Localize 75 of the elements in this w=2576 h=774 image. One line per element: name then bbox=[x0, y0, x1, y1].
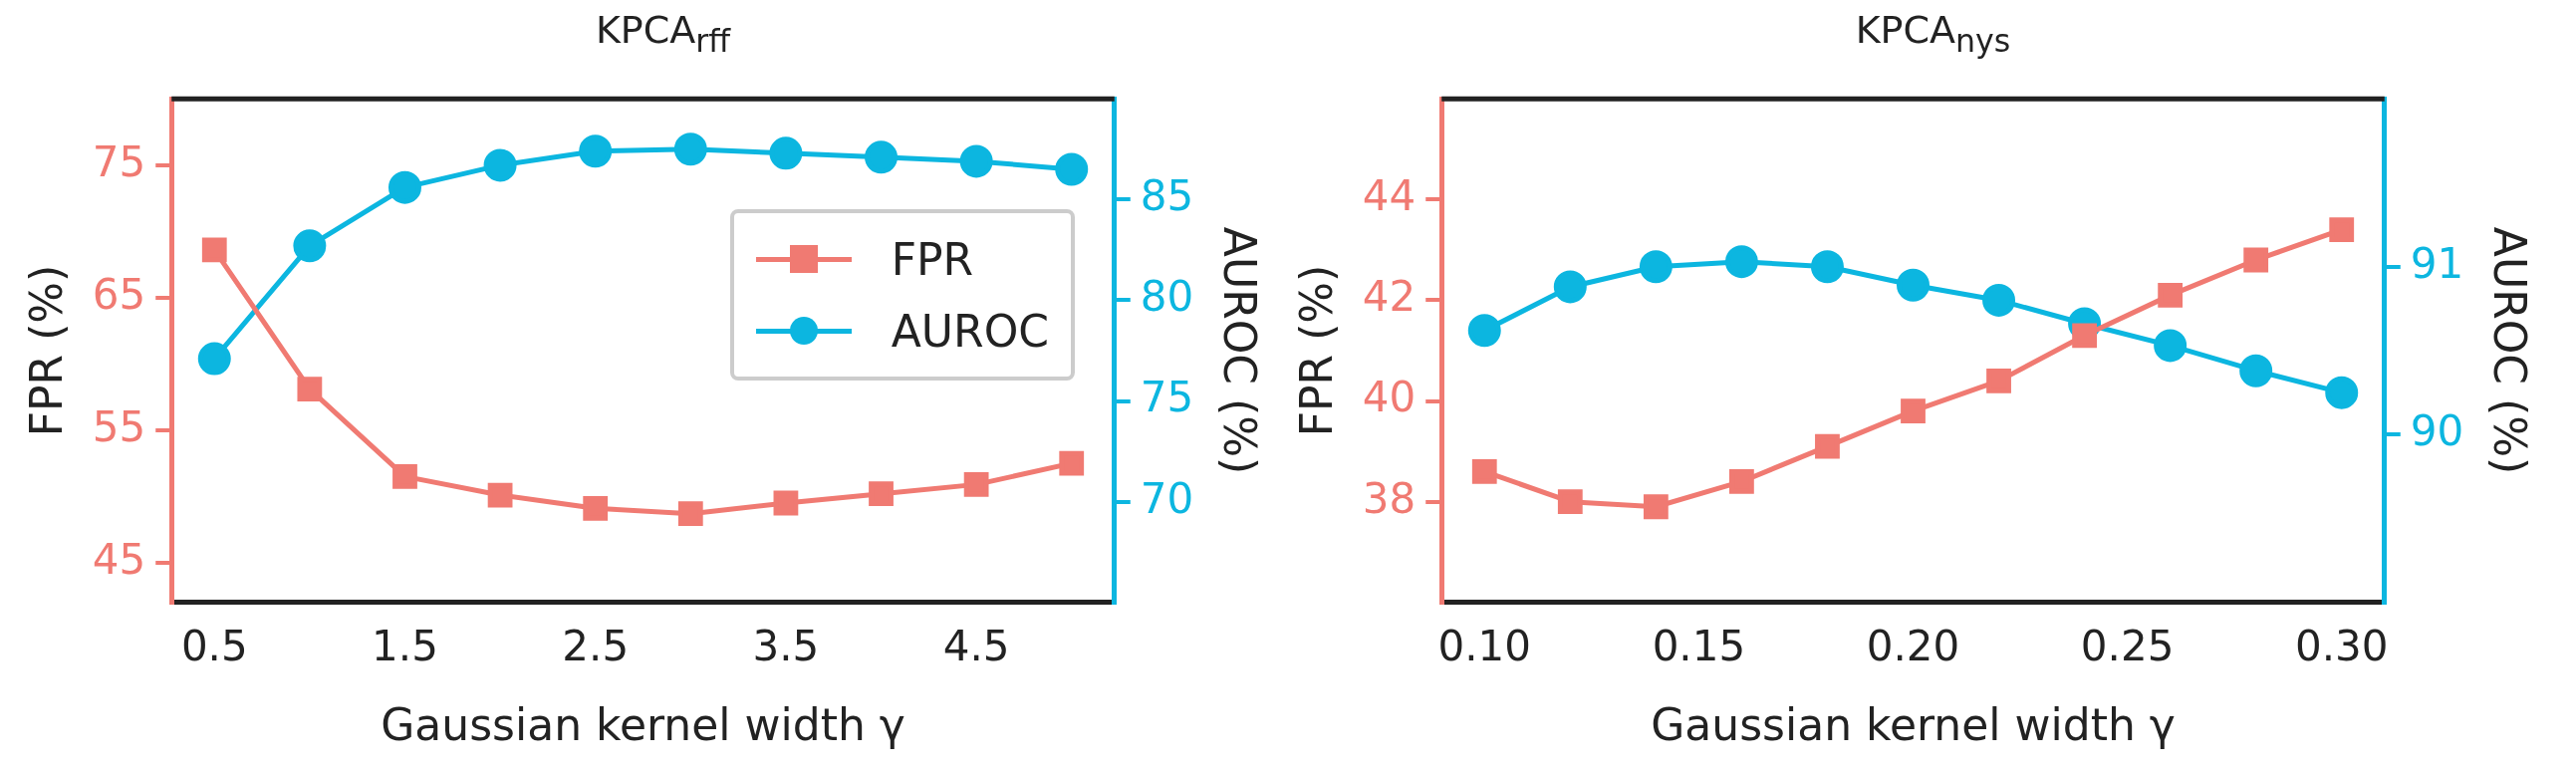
point bbox=[1557, 489, 1583, 515]
y-tick-label: 45 bbox=[92, 534, 146, 584]
point bbox=[1815, 433, 1840, 459]
y-tick-label: 38 bbox=[1362, 473, 1417, 523]
point bbox=[1901, 398, 1926, 424]
y-tick-label: 42 bbox=[1362, 272, 1417, 322]
y2-tick-label: 70 bbox=[1140, 473, 1194, 523]
point bbox=[201, 237, 227, 263]
x-tick-label: 3.5 bbox=[752, 621, 820, 670]
point bbox=[293, 229, 327, 263]
legend-label: AUROC bbox=[891, 305, 1049, 357]
point bbox=[1729, 469, 1754, 494]
y-tick-label: 55 bbox=[92, 401, 146, 451]
point bbox=[297, 377, 323, 401]
point bbox=[387, 170, 421, 204]
y-tick-label: 40 bbox=[1362, 373, 1417, 422]
point bbox=[677, 501, 703, 527]
point bbox=[1059, 450, 1085, 476]
point bbox=[1471, 458, 1497, 484]
point bbox=[392, 464, 417, 489]
y2-tick-label: 91 bbox=[2410, 238, 2464, 288]
point bbox=[579, 134, 613, 168]
x-tick-label: 0.10 bbox=[1437, 621, 1532, 670]
point bbox=[1467, 314, 1501, 348]
y2-axis-title: AUROC (%) bbox=[2484, 226, 2536, 475]
y2-axis-title: AUROC (%) bbox=[1214, 226, 1266, 475]
point bbox=[1055, 152, 1089, 186]
point bbox=[1639, 250, 1673, 284]
x-axis-title: Gaussian kernel width γ bbox=[381, 699, 905, 751]
point bbox=[2158, 282, 2184, 308]
x-tick-label: 0.5 bbox=[180, 621, 248, 670]
point bbox=[2325, 376, 2359, 409]
y-tick-label: 65 bbox=[92, 269, 146, 319]
point bbox=[2329, 217, 2355, 243]
point bbox=[583, 495, 609, 521]
point bbox=[773, 490, 799, 516]
point bbox=[769, 136, 803, 170]
y-axis-title: FPR (%) bbox=[20, 264, 72, 437]
legend-label: FPR bbox=[891, 233, 974, 285]
point bbox=[1553, 270, 1587, 304]
point bbox=[673, 132, 707, 166]
point bbox=[1810, 250, 1844, 284]
y2-tick-label: 90 bbox=[2410, 406, 2464, 456]
point bbox=[963, 471, 989, 497]
point bbox=[869, 481, 894, 507]
point bbox=[197, 342, 231, 376]
x-tick-label: 0.25 bbox=[2080, 621, 2175, 670]
chart-title: KPCA$_{nys}$ bbox=[1854, 8, 2012, 61]
point bbox=[1986, 368, 2011, 393]
x-tick-label: 2.5 bbox=[562, 621, 630, 670]
point bbox=[483, 148, 517, 182]
point bbox=[959, 144, 993, 178]
y-tick-label: 44 bbox=[1362, 171, 1417, 221]
x-tick-label: 4.5 bbox=[942, 621, 1010, 670]
y2-tick-label: 85 bbox=[1140, 171, 1194, 221]
point bbox=[487, 482, 513, 508]
y-tick-label: 75 bbox=[92, 136, 146, 186]
point bbox=[1982, 283, 2016, 317]
x-tick-label: 0.20 bbox=[1866, 621, 1960, 670]
point bbox=[1897, 268, 1930, 302]
chart-title: KPCA$_{rff}$ bbox=[594, 8, 732, 61]
point bbox=[2154, 329, 2188, 363]
point bbox=[2072, 323, 2097, 349]
x-axis-title: Gaussian kernel width γ bbox=[1651, 699, 2176, 751]
point bbox=[865, 140, 899, 174]
point bbox=[2239, 354, 2273, 387]
x-tick-label: 0.30 bbox=[2294, 621, 2389, 670]
x-tick-label: 0.15 bbox=[1652, 621, 1746, 670]
y2-tick-label: 80 bbox=[1140, 272, 1194, 322]
y-axis-title: FPR (%) bbox=[1290, 264, 1342, 437]
point bbox=[1724, 245, 1758, 279]
point bbox=[1643, 494, 1669, 520]
point bbox=[2243, 247, 2269, 273]
x-tick-label: 1.5 bbox=[372, 621, 438, 670]
y2-tick-label: 75 bbox=[1140, 373, 1194, 422]
